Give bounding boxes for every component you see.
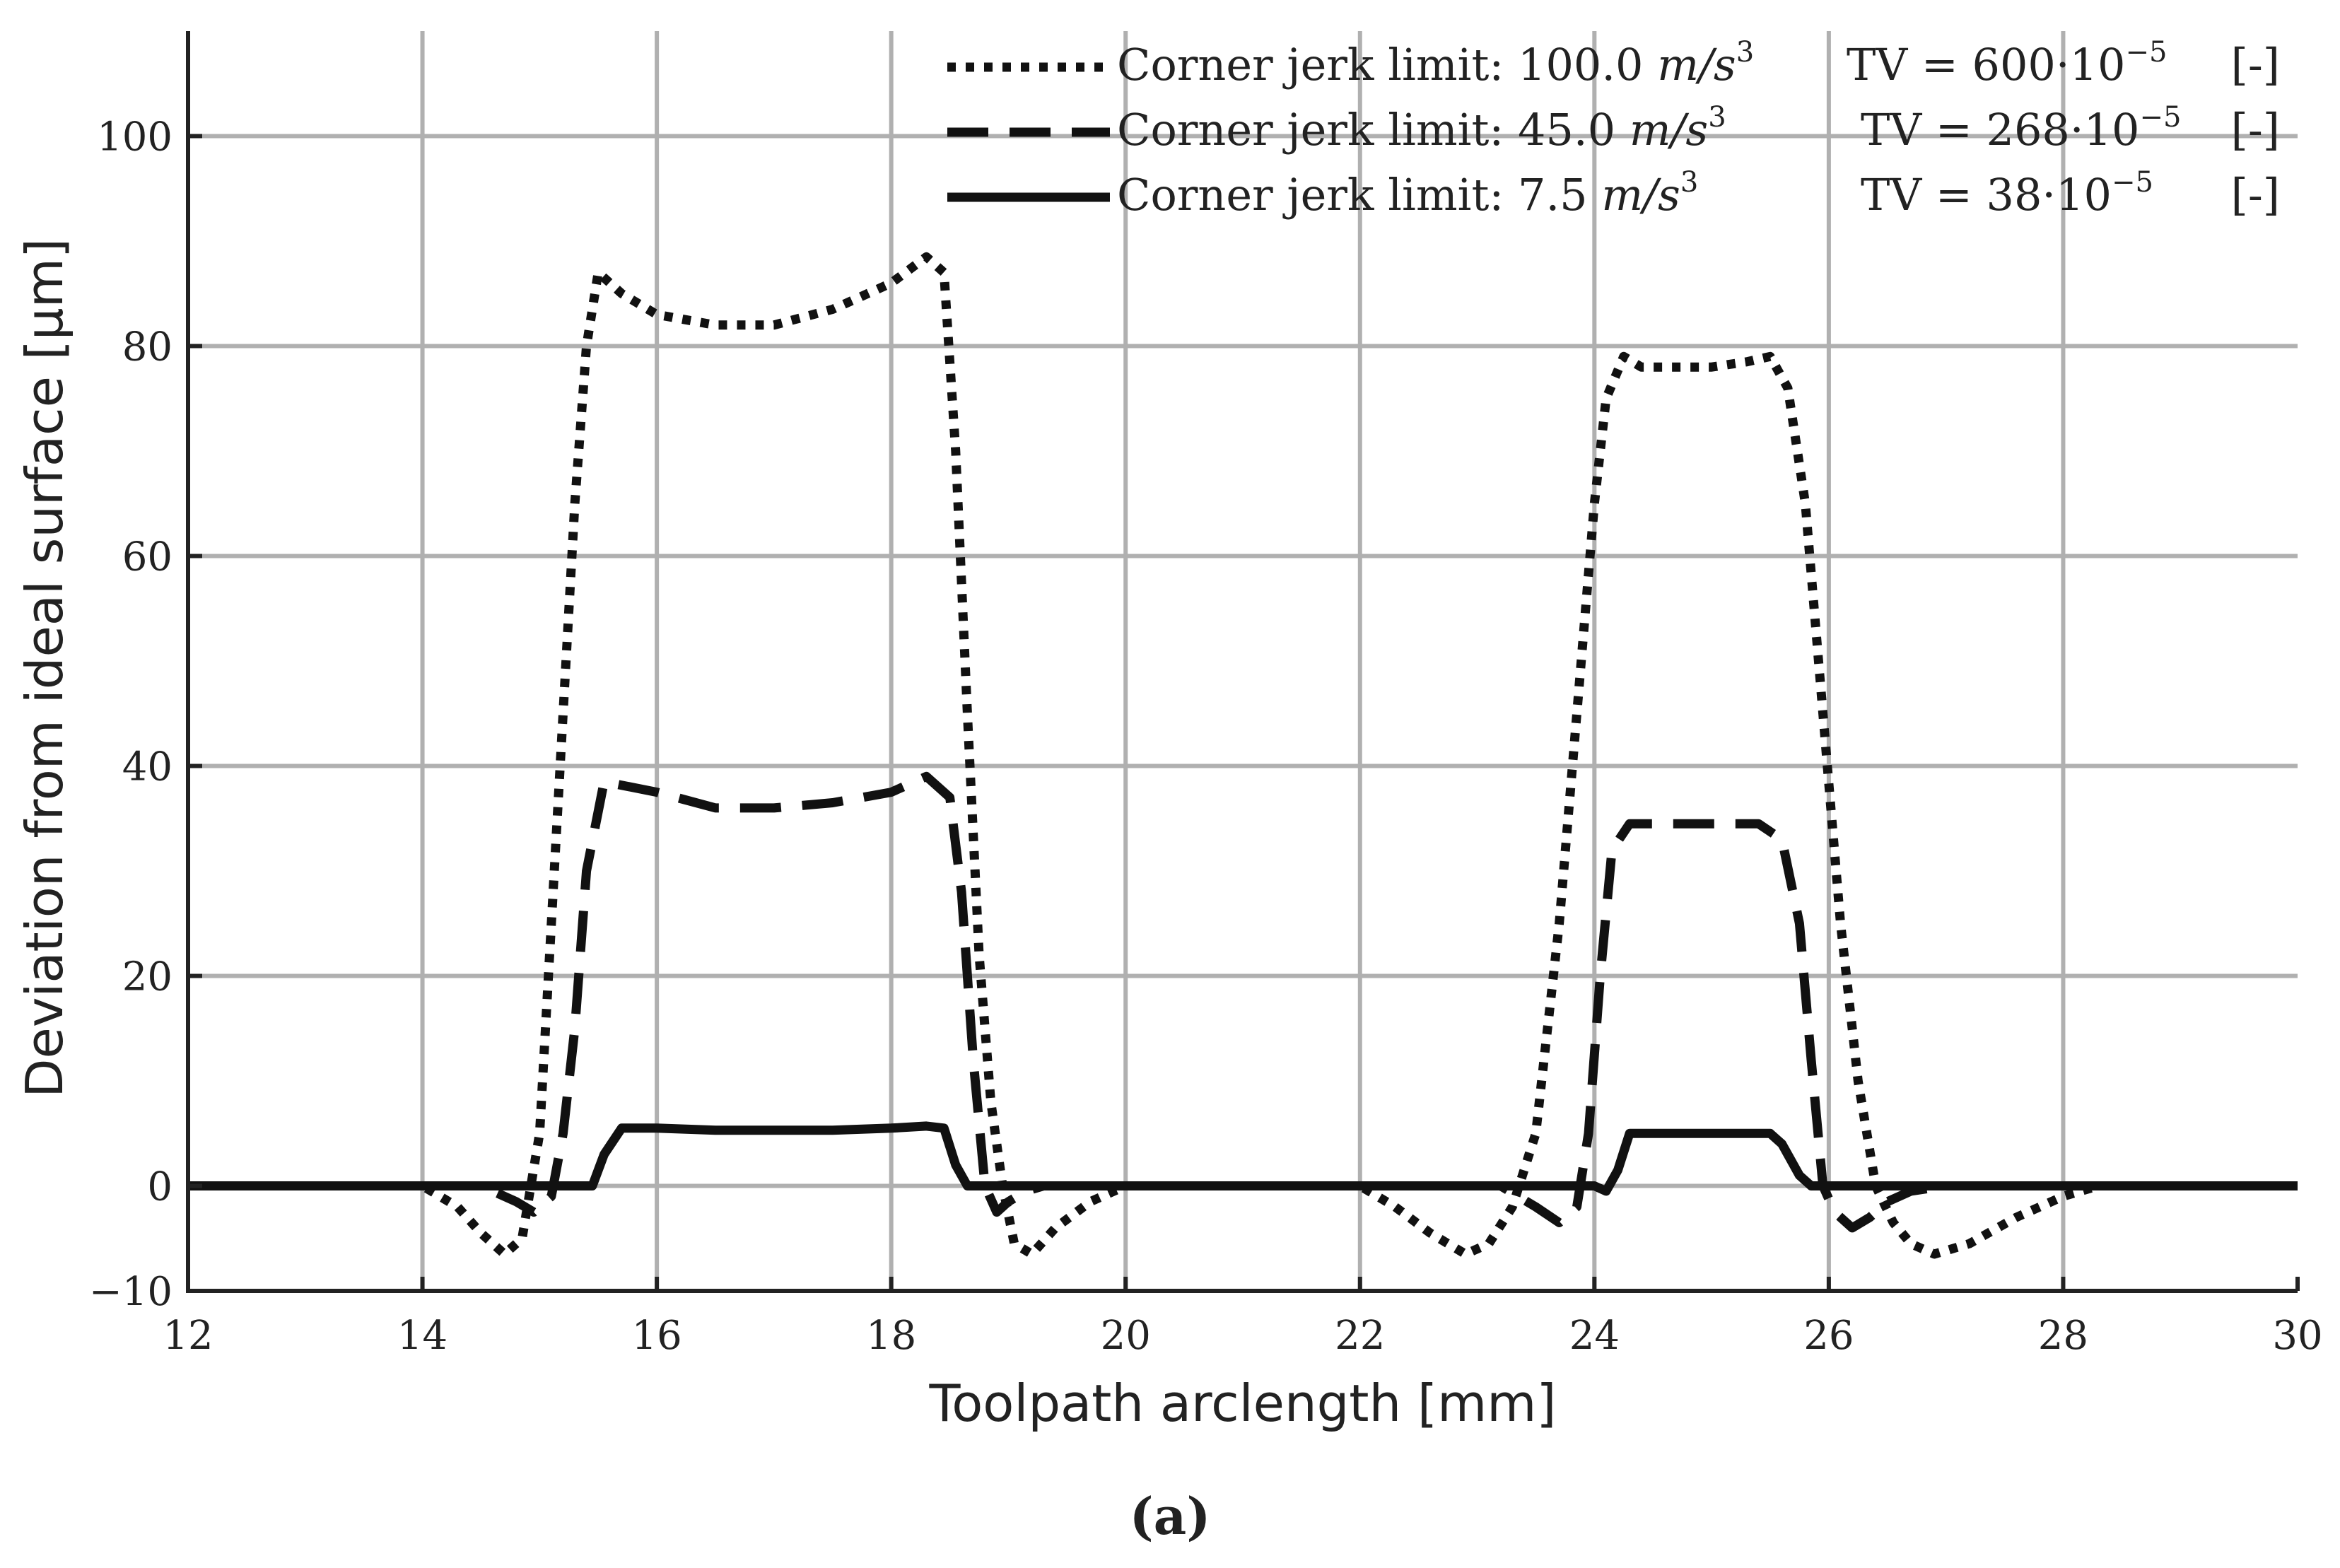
x-tick-label: 24 (1569, 1313, 1620, 1359)
x-tick-label: 16 (631, 1313, 681, 1359)
x-tick-label: 26 (1803, 1313, 1854, 1359)
y-tick-label: 0 (147, 1164, 172, 1210)
legend-unit: m/s (1657, 39, 1736, 90)
y-axis-label: Deviation from ideal surface [μm] (15, 238, 74, 1098)
legend-tv: TV = 600·10−5 (1847, 36, 2167, 90)
ticks: 12 14 16 18 20 22 24 26 28 30 −10 0 20 40 60 80 100 (89, 115, 2323, 1359)
legend-tv-unit: [-] (2231, 39, 2280, 90)
legend-tv-exp: −5 (2125, 36, 2167, 69)
x-tick-label: 12 (163, 1313, 213, 1359)
legend-tv: TV = 38·10−5 (1861, 166, 2153, 221)
legend-unit-exp: 3 (1680, 166, 1698, 199)
legend-tv-unit: [-] (2231, 104, 2280, 156)
legend: Corner jerk limit: 100.0 m/s3 TV = 600·10… (947, 36, 2280, 221)
series-group (188, 252, 2298, 1259)
y-tick-label: 80 (122, 324, 172, 370)
legend-tv: TV = 268·10−5 (1861, 101, 2181, 156)
legend-unit: m/s (1601, 169, 1680, 221)
y-tick-label: 40 (122, 744, 172, 790)
y-tick-label: −10 (89, 1269, 172, 1315)
y-tick-label: 20 (122, 954, 172, 1000)
legend-tv-exp: −5 (2139, 101, 2181, 134)
y-tick-label: 60 (122, 534, 172, 580)
x-tick-label: 14 (397, 1313, 447, 1359)
legend-unit-exp: 3 (1708, 101, 1726, 134)
legend-prefix: Corner jerk limit: 45.0 (1117, 104, 1630, 156)
x-tick-label: 30 (2272, 1313, 2322, 1359)
legend-tv-exp: −5 (2112, 166, 2153, 199)
legend-tv-value: TV = 600·10 (1847, 39, 2125, 90)
legend-tv-value: TV = 268·10 (1861, 104, 2139, 156)
legend-entry: Corner jerk limit: 100.0 m/s3 (1117, 36, 1754, 90)
x-tick-label: 22 (1335, 1313, 1385, 1359)
legend-unit-exp: 3 (1736, 36, 1754, 69)
figure-caption: (a) (1130, 1486, 1211, 1546)
legend-unit: m/s (1630, 104, 1709, 156)
legend-prefix: Corner jerk limit: 7.5 (1117, 169, 1601, 221)
legend-entry: Corner jerk limit: 7.5 m/s3 (1117, 166, 1698, 221)
x-axis-label: Toolpath arclength [mm] (929, 1374, 1557, 1433)
y-tick-label: 100 (97, 115, 172, 160)
series-line-dotted (188, 252, 2298, 1259)
x-tick-label: 20 (1101, 1313, 1151, 1359)
legend-entry: Corner jerk limit: 45.0 m/s3 (1117, 101, 1726, 156)
legend-tv-unit: [-] (2231, 169, 2280, 221)
series-line-solid (188, 1121, 2298, 1196)
x-tick-label: 18 (866, 1313, 916, 1359)
legend-prefix: Corner jerk limit: 100.0 (1117, 39, 1657, 90)
grid (188, 31, 2298, 1291)
series-line-dashed (188, 771, 2298, 1233)
legend-tv-value: TV = 38·10 (1861, 169, 2112, 221)
x-tick-label: 28 (2038, 1313, 2088, 1359)
